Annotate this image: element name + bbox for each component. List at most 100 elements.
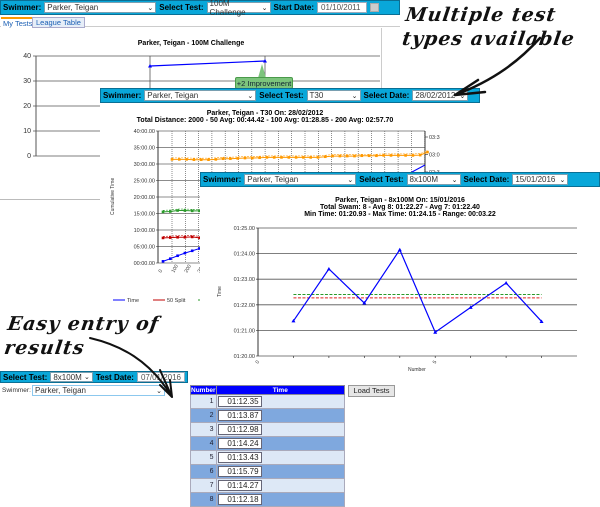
y-tick-label: 01:21.00 bbox=[234, 328, 255, 334]
y-tick-label: 35:00.00 bbox=[134, 146, 155, 152]
tab-strip: My Tests League Table bbox=[0, 16, 400, 28]
panel1-toolbar: Swimmer: Parker, Teigan ⌄ Select Test: 10… bbox=[0, 0, 400, 17]
annotation-multiple-tests: Multiple test types available bbox=[400, 4, 577, 50]
series-line bbox=[292, 248, 542, 334]
data-point bbox=[382, 154, 385, 157]
y-tick-label: 01:25.00 bbox=[234, 226, 255, 232]
data-point bbox=[169, 257, 172, 261]
series-dashed-line bbox=[172, 150, 428, 159]
date-select[interactable]: 15/01/2016 ⌄ bbox=[512, 174, 569, 185]
header-time: Time bbox=[215, 385, 346, 395]
x-tick-label: 100 bbox=[171, 264, 180, 274]
row-number: 2 bbox=[190, 408, 217, 423]
time-input[interactable]: 01:13.43 bbox=[217, 452, 262, 463]
swimmer-select[interactable]: Parker, Teigan ⌄ bbox=[32, 385, 165, 396]
date-label: Select Date: bbox=[463, 175, 510, 184]
chevron-down-icon: ⌄ bbox=[459, 92, 466, 100]
y-tick-label: 30:00.00 bbox=[134, 162, 155, 168]
test-select[interactable]: 100M Challenge ⌄ bbox=[206, 0, 271, 17]
data-point bbox=[243, 156, 247, 160]
chart3-subtitle: Total Swam: 8 - Avg 8: 01:22.27 - Avg 7:… bbox=[320, 204, 480, 211]
data-point bbox=[170, 158, 174, 161]
data-point bbox=[190, 249, 194, 253]
test-select[interactable]: 8x100M ⌄ bbox=[406, 174, 461, 185]
time-input[interactable]: 01:13.87 bbox=[217, 410, 262, 421]
test-date-input[interactable]: 07/01/2016 bbox=[136, 372, 185, 382]
test-value: 8x100M bbox=[409, 175, 439, 184]
data-point bbox=[229, 157, 232, 161]
load-tests-button[interactable]: Load Tests bbox=[348, 385, 395, 397]
y-tick-label: 01:24.00 bbox=[234, 252, 255, 258]
y-tick-label: 01:22.00 bbox=[234, 303, 255, 309]
chevron-down-icon: ⌄ bbox=[261, 4, 268, 12]
table-row: 3 01:12.98 bbox=[190, 422, 346, 437]
time-input[interactable]: 01:15.79 bbox=[217, 466, 262, 477]
time-input[interactable]: 01:12.35 bbox=[217, 396, 262, 407]
y-tick-label: 01:23.00 bbox=[234, 277, 255, 283]
data-point bbox=[161, 236, 165, 240]
table-row: 1 01:12.35 bbox=[190, 394, 346, 409]
y-tick-label: 01:20.00 bbox=[234, 354, 255, 360]
test-select[interactable]: 8x100M ⌄ bbox=[50, 372, 93, 382]
swimmer-select[interactable]: Parker, Teigan ⌄ bbox=[44, 2, 157, 13]
row-number: 7 bbox=[190, 478, 217, 493]
x-tick-label: 0 bbox=[158, 268, 165, 274]
swimmer-value: Parker, Teigan bbox=[47, 3, 99, 12]
date-label: Select Date: bbox=[363, 91, 410, 100]
date-value: 28/02/2012 bbox=[415, 91, 456, 100]
data-point bbox=[176, 209, 179, 212]
y-tick-label: 0 bbox=[27, 153, 31, 160]
test-value: T30 bbox=[309, 91, 324, 100]
chart3-subtitle2: Min Time: 01:20.93 - Max Time: 01:24.15 … bbox=[304, 211, 496, 218]
swimmer-select[interactable]: Parker, Teigan ⌄ bbox=[144, 90, 257, 101]
time-cell: 01:13.43 bbox=[215, 450, 346, 465]
data-point bbox=[199, 158, 203, 162]
data-point bbox=[192, 158, 196, 162]
swimmer-value: Parker, Teigan bbox=[247, 175, 299, 184]
test-select[interactable]: T30 ⌄ bbox=[306, 90, 361, 101]
y-tick-label: 10:00.00 bbox=[134, 228, 155, 234]
x-tick-label: 200 bbox=[184, 264, 193, 274]
x-tick-label: 5 bbox=[432, 359, 439, 365]
tab-my-tests[interactable]: My Tests bbox=[1, 17, 35, 28]
data-point bbox=[397, 154, 400, 157]
chevron-down-icon: ⌄ bbox=[451, 176, 458, 184]
row-number: 6 bbox=[190, 464, 217, 479]
date-value: 15/01/2016 bbox=[515, 175, 556, 184]
data-point bbox=[221, 157, 225, 161]
data-point bbox=[190, 209, 194, 213]
data-point bbox=[345, 154, 349, 158]
data-point bbox=[280, 156, 283, 159]
tab-league-table[interactable]: League Table bbox=[32, 17, 85, 28]
calendar-icon[interactable] bbox=[370, 3, 379, 12]
data-point bbox=[183, 251, 187, 255]
test-value: 100M Challenge bbox=[209, 0, 246, 17]
data-point bbox=[360, 154, 364, 158]
data-point bbox=[178, 158, 181, 161]
data-point bbox=[176, 254, 179, 258]
test-value: 8x100M bbox=[53, 372, 82, 382]
data-point bbox=[411, 154, 415, 157]
time-input[interactable]: 01:14.27 bbox=[217, 480, 262, 491]
data-point bbox=[331, 154, 334, 158]
y-tick-label: 00:00.00 bbox=[134, 261, 155, 267]
data-point bbox=[504, 281, 509, 285]
legend-label: Time bbox=[127, 298, 139, 304]
chart2-subtitle: Total Distance: 2000 - 50 Avg: 00:44.42 … bbox=[136, 117, 394, 124]
chart1-title: Parker, Teigan - 100M Challenge bbox=[137, 40, 245, 47]
swimmer-select[interactable]: Parker, Teigan ⌄ bbox=[244, 174, 357, 185]
time-input[interactable]: 01:12.98 bbox=[217, 424, 262, 435]
test-label: Select Test: bbox=[159, 3, 204, 12]
series-dashed-line bbox=[162, 235, 200, 237]
x-tick-label: 0 bbox=[255, 359, 262, 365]
data-point bbox=[404, 154, 407, 157]
start-date-input[interactable]: 01/10/2011 bbox=[317, 2, 367, 13]
data-point bbox=[362, 301, 367, 305]
date-label: Start Date: bbox=[273, 3, 314, 12]
chart3-xlabel: Number bbox=[408, 367, 426, 373]
data-point bbox=[294, 156, 298, 159]
table-row: 4 01:14.24 bbox=[190, 436, 346, 451]
y2-tick-label: 03:00.00 bbox=[429, 153, 440, 159]
time-input[interactable]: 01:14.24 bbox=[217, 438, 262, 449]
data-point bbox=[198, 247, 201, 250]
